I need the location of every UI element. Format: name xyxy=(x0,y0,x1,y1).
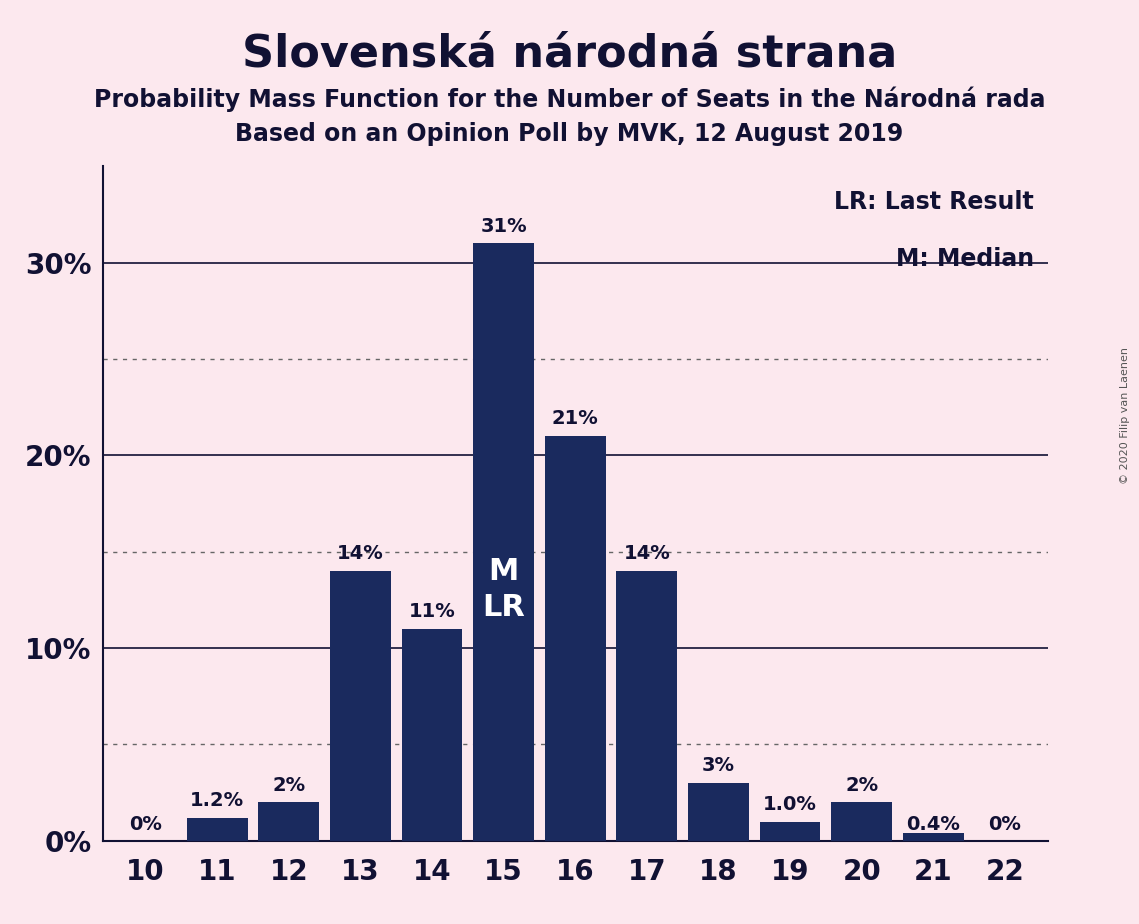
Text: Based on an Opinion Poll by MVK, 12 August 2019: Based on an Opinion Poll by MVK, 12 Augu… xyxy=(236,122,903,146)
Bar xyxy=(688,783,748,841)
Text: © 2020 Filip van Laenen: © 2020 Filip van Laenen xyxy=(1120,347,1130,484)
Text: 0.4%: 0.4% xyxy=(907,815,960,834)
Text: 3%: 3% xyxy=(702,757,735,775)
Bar xyxy=(831,802,892,841)
Text: 2%: 2% xyxy=(845,775,878,795)
Bar xyxy=(760,821,820,841)
Text: 14%: 14% xyxy=(337,544,384,564)
Text: 2%: 2% xyxy=(272,775,305,795)
Bar xyxy=(473,243,534,841)
Bar xyxy=(903,833,964,841)
Bar xyxy=(402,629,462,841)
Text: M
LR: M LR xyxy=(482,557,525,623)
Text: Probability Mass Function for the Number of Seats in the Národná rada: Probability Mass Function for the Number… xyxy=(93,87,1046,113)
Text: 14%: 14% xyxy=(623,544,670,564)
Text: 0%: 0% xyxy=(129,815,162,834)
Text: LR: Last Result: LR: Last Result xyxy=(834,190,1034,214)
Bar xyxy=(544,436,606,841)
Text: 1.0%: 1.0% xyxy=(763,795,817,814)
Text: 31%: 31% xyxy=(481,217,527,236)
Text: M: Median: M: Median xyxy=(895,248,1034,272)
Bar xyxy=(616,571,678,841)
Text: Slovenská národná strana: Slovenská národná strana xyxy=(241,32,898,76)
Bar xyxy=(259,802,319,841)
Text: 21%: 21% xyxy=(551,409,599,429)
Bar xyxy=(330,571,391,841)
Text: 0%: 0% xyxy=(989,815,1022,834)
Text: 1.2%: 1.2% xyxy=(190,791,244,810)
Text: 11%: 11% xyxy=(409,602,456,621)
Bar xyxy=(187,818,247,841)
